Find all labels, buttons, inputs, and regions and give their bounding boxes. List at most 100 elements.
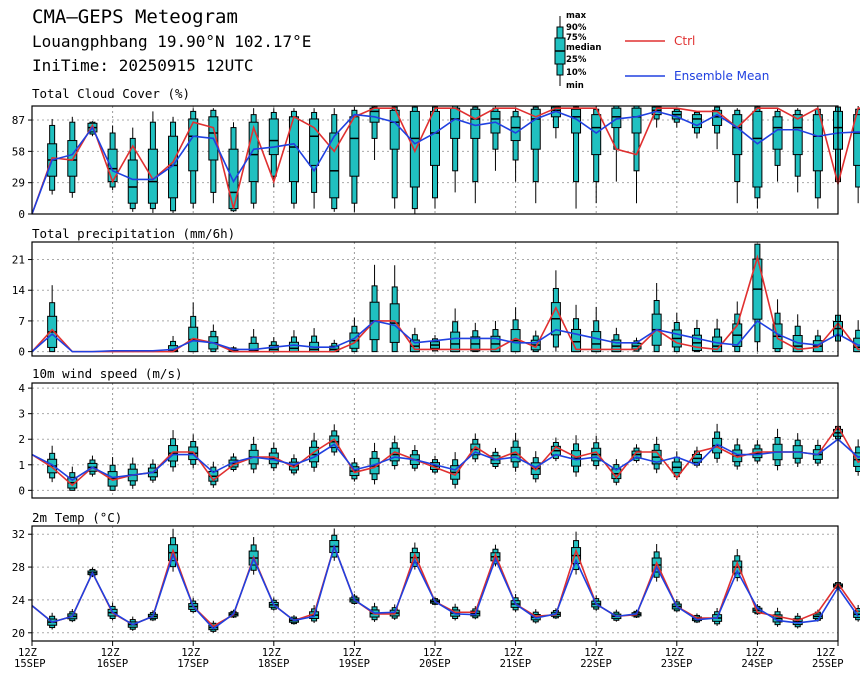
- y-tick-label: 4: [18, 382, 25, 395]
- box-25-75: [712, 109, 723, 126]
- box-25-75: [409, 110, 420, 188]
- box-10-90: [472, 106, 479, 183]
- ensemble-mean-line: [31, 438, 860, 482]
- x-tick-date: 19SEP: [338, 658, 370, 670]
- y-tick-label: 2: [18, 433, 25, 446]
- x-tick-hour: 12Z: [665, 647, 684, 659]
- y-tick-label: 87: [12, 114, 25, 127]
- x-tick-date: 18SEP: [258, 658, 290, 670]
- legend-box-label: min: [566, 81, 584, 91]
- box-25-75: [329, 132, 340, 199]
- box-25-75: [228, 148, 239, 210]
- box-25-75: [853, 114, 860, 166]
- x-tick-hour: 12Z: [584, 647, 603, 659]
- x-tick-hour: 12Z: [423, 647, 442, 659]
- box-25-75: [389, 109, 400, 150]
- box-25-75: [188, 118, 199, 172]
- box-25-75: [772, 116, 783, 150]
- panel-title: 2m Temp (°C): [32, 510, 122, 525]
- location-label: Louangphbang 19.90°N 102.17°E: [32, 32, 312, 51]
- x-tick-date: 22SEP: [580, 658, 612, 670]
- box-10-90: [371, 106, 378, 139]
- y-tick-label: 32: [12, 528, 25, 541]
- y-tick-label: 21: [12, 254, 25, 267]
- y-tick-label: 58: [12, 145, 25, 158]
- box-25-75: [631, 107, 642, 134]
- chart-title: CMA–GEPS Meteogram: [32, 6, 238, 28]
- legend-box-label: median: [566, 43, 601, 53]
- y-tick-label: 3: [18, 408, 25, 421]
- legend-box-label: 25%: [566, 55, 587, 65]
- legend-ctrl-label: Ctrl: [674, 34, 695, 48]
- y-tick-label: 20: [12, 627, 25, 640]
- x-tick-date: 21SEP: [500, 658, 532, 670]
- box-25-75: [288, 341, 299, 353]
- box-25-75: [792, 114, 803, 156]
- y-tick-label: 28: [12, 561, 25, 574]
- panel-1: Total precipitation (mm/6h) 0 7 14 21: [12, 226, 860, 359]
- box-25-75: [591, 331, 602, 353]
- x-tick-date: 15SEP: [14, 658, 46, 670]
- panel-0: Total Cloud Cover (%) 0 29 58 87: [12, 86, 860, 221]
- box-25-75: [127, 159, 138, 204]
- x-tick-hour: 12Z: [181, 647, 200, 659]
- legend-box-label: 75%: [566, 33, 587, 43]
- box-25-75: [591, 114, 602, 156]
- ensemble-mean-line: [31, 544, 859, 630]
- box-25-75: [530, 108, 541, 150]
- box-25-75: [812, 114, 823, 172]
- ensemble-mean-line: [31, 110, 860, 215]
- legend-box-label: max: [566, 11, 587, 21]
- box-25-75: [349, 116, 360, 177]
- panel-frame: [31, 241, 839, 357]
- x-tick-date: 16SEP: [97, 658, 129, 670]
- panel-2: 10m wind speed (m/s) 0 1 2 3 4: [18, 366, 860, 499]
- box-25-75: [430, 110, 440, 166]
- x-tick-date: 23SEP: [661, 658, 693, 670]
- box-25-75: [67, 140, 78, 177]
- x-tick-hour: 12Z: [342, 647, 361, 659]
- ctrl-line: [31, 254, 860, 353]
- x-tick-date: 24SEP: [741, 658, 773, 670]
- panel-title: Total Cloud Cover (%): [32, 86, 190, 101]
- legend-box-label: 10%: [566, 68, 587, 78]
- x-tick-date: 25SEP: [812, 658, 844, 670]
- box-25-75: [571, 108, 582, 134]
- legend-box-label: 90%: [566, 23, 587, 33]
- box-25-75: [309, 118, 320, 166]
- y-tick-label: 1: [18, 459, 25, 472]
- box-25-75: [732, 114, 743, 156]
- x-axis: 12Z15SEP12Z16SEP12Z17SEP12Z18SEP12Z19SEP…: [14, 641, 844, 670]
- panel-3: 2m Temp (°C) 20 24 28 32: [12, 510, 860, 642]
- x-tick-hour: 12Z: [816, 647, 835, 659]
- x-tick-hour: 12Z: [18, 647, 37, 659]
- box-25-75: [752, 110, 763, 188]
- box-25-75: [691, 114, 702, 129]
- y-tick-label: 29: [12, 177, 25, 190]
- panels: Total Cloud Cover (%) 0 29 58 87 Total precip…: [12, 86, 860, 642]
- y-tick-label: 0: [18, 484, 25, 497]
- x-tick-hour: 12Z: [504, 647, 523, 659]
- box-10-90: [573, 106, 580, 183]
- x-tick-hour: 12Z: [745, 647, 764, 659]
- y-tick-label: 0: [18, 208, 25, 221]
- ensemble-mean-line: [31, 319, 860, 353]
- legend: max 90%75%median 25% 10% min Ctrl Ensemble Mea…: [554, 11, 769, 91]
- y-tick-label: 7: [18, 315, 25, 328]
- x-tick-hour: 12Z: [262, 647, 281, 659]
- x-tick-date: 20SEP: [419, 658, 451, 670]
- y-tick-label: 14: [12, 284, 26, 297]
- panel-title: Total precipitation (mm/6h): [32, 226, 235, 241]
- x-tick-date: 17SEP: [177, 658, 209, 670]
- panel-title: 10m wind speed (m/s): [32, 366, 183, 381]
- box-25-75: [450, 107, 461, 139]
- box-10-90: [391, 106, 398, 199]
- ctrl-line: [31, 106, 860, 215]
- init-time-label: IniTime: 20250915 12UTC: [32, 56, 254, 75]
- panel-frame: [31, 105, 839, 215]
- panel-frame: [31, 382, 839, 499]
- box-25-75: [248, 121, 259, 183]
- x-tick-hour: 12Z: [101, 647, 120, 659]
- box-25-75: [268, 118, 279, 156]
